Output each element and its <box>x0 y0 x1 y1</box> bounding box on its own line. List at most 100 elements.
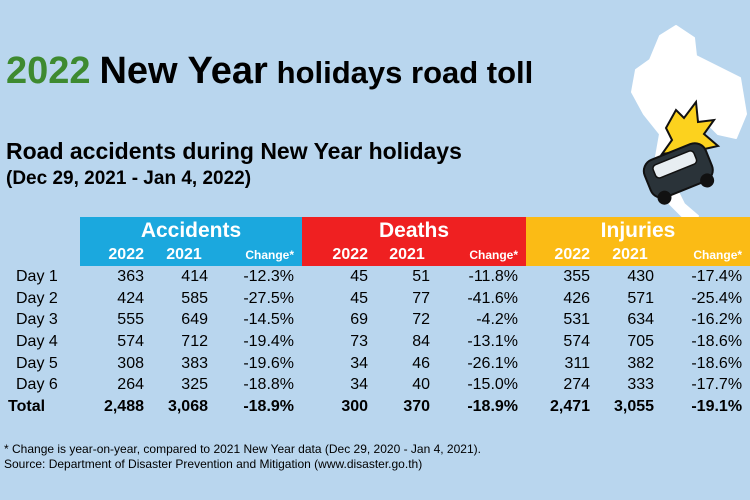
table-cell: 51 <box>412 267 431 285</box>
table-cell: -18.9% <box>243 397 295 415</box>
table-cell: 73 <box>350 332 369 350</box>
corner-cell <box>0 217 80 244</box>
table-cell: 363 <box>117 267 144 285</box>
row-label: Day 2 <box>16 289 58 307</box>
row-label: Day 3 <box>16 311 58 329</box>
page-title: 2022 New Year holidays road toll <box>6 52 533 90</box>
table-cell: 574 <box>563 332 591 350</box>
table-cell: 3,068 <box>167 397 208 415</box>
car-wheel-right <box>700 173 715 188</box>
table-cell: -15.0% <box>467 376 519 394</box>
table-row: Day 5 308 383 -19.6% 34 46 -26.1% 311 38… <box>0 353 750 375</box>
column-header: 2022 <box>526 244 599 266</box>
total-row: Total 2,488 3,068 -18.9% 300 370 -18.9% … <box>0 396 750 417</box>
car-wheel-left <box>657 190 672 205</box>
table-cell: 555 <box>117 311 144 329</box>
table-cell: 274 <box>563 376 591 394</box>
column-header: 2022 <box>302 244 377 266</box>
table-cell: 414 <box>181 267 208 285</box>
table-cell: 34 <box>350 354 369 372</box>
table-cell: -27.5% <box>243 289 295 307</box>
column-header: Change* <box>662 244 750 266</box>
table-cell: 649 <box>181 311 208 329</box>
table-cell: 45 <box>350 289 369 307</box>
column-header: Change* <box>438 244 527 266</box>
footnote-change-note: * Change is year-on-year, compared to 20… <box>4 442 481 456</box>
group-header-accidents: Accidents <box>80 217 303 244</box>
road-toll-table: Accidents Deaths Injuries 2022 2021 Chan… <box>0 217 750 417</box>
table-cell: 77 <box>412 289 431 307</box>
table-cell: -18.6% <box>691 332 743 350</box>
table-cell: 69 <box>350 311 369 329</box>
title-main: New Year <box>99 50 268 92</box>
table-cell: 382 <box>627 354 655 372</box>
table-cell: -16.2% <box>691 311 743 329</box>
corner-cell <box>0 244 80 266</box>
crashed-car-icon <box>642 99 721 205</box>
thailand-map-icon <box>631 25 747 221</box>
table-row: Day 6 264 325 -18.8% 34 40 -15.0% 274 33… <box>0 374 750 396</box>
table-cell: -14.5% <box>243 311 295 329</box>
car-window <box>652 150 698 179</box>
table-row: Day 2 424 585 -27.5% 45 77 -41.6% 426 57… <box>0 288 750 310</box>
column-header: 2022 <box>80 244 152 266</box>
footnote: * Change is year-on-year, compared to 20… <box>4 442 481 472</box>
table-cell: 72 <box>412 311 431 329</box>
table-cell: 264 <box>117 376 144 394</box>
table-cell: -18.8% <box>243 376 295 394</box>
table-cell: 634 <box>627 311 655 329</box>
table-cell: 712 <box>181 332 208 350</box>
table-cell: 45 <box>350 267 369 285</box>
table-cell: 333 <box>627 376 655 394</box>
table-cell: 531 <box>563 311 591 329</box>
table-cell: -26.1% <box>467 354 519 372</box>
table-cell: -19.4% <box>243 332 295 350</box>
column-header: 2021 <box>598 244 663 266</box>
table-cell: -25.4% <box>691 289 743 307</box>
row-label: Total <box>8 397 46 415</box>
table-cell: -17.7% <box>691 376 743 394</box>
column-header-row: 2022 2021 Change* 2022 2021 Change* 2022… <box>0 244 750 266</box>
table-cell: 585 <box>181 289 208 307</box>
table-cell: 424 <box>117 289 144 307</box>
table-cell: 84 <box>412 332 431 350</box>
table-cell: -18.9% <box>467 397 519 415</box>
footnote-source: Source: Department of Disaster Preventio… <box>4 457 423 471</box>
table-cell: -11.8% <box>468 267 519 285</box>
table-cell: -18.6% <box>691 354 743 372</box>
table-cell: 311 <box>564 354 591 372</box>
table-cell: -13.1% <box>467 332 519 350</box>
table-cell: 705 <box>627 332 655 350</box>
table-cell: 370 <box>403 397 431 415</box>
column-header: Change* <box>216 244 303 266</box>
table-cell: 325 <box>181 376 208 394</box>
row-label: Day 1 <box>16 267 58 285</box>
subtitle: Road accidents during New Year holidays <box>6 138 462 164</box>
row-label: Day 5 <box>16 354 58 372</box>
row-label: Day 4 <box>16 332 58 350</box>
table-cell: 2,471 <box>549 397 591 415</box>
table-cell: -19.6% <box>243 354 295 372</box>
table-cell: 574 <box>117 332 144 350</box>
table-cell: 2,488 <box>103 397 144 415</box>
table-cell: 34 <box>350 376 369 394</box>
table-cell: 430 <box>627 267 655 285</box>
table-cell: 300 <box>341 397 369 415</box>
row-label: Day 6 <box>16 376 58 394</box>
table-row: Day 3 555 649 -14.5% 69 72 -4.2% 531 634… <box>0 309 750 331</box>
date-range: (Dec 29, 2021 - Jan 4, 2022) <box>6 168 252 189</box>
group-header-row: Accidents Deaths Injuries <box>0 217 750 244</box>
title-year: 2022 <box>6 50 91 92</box>
table-cell: 355 <box>563 267 591 285</box>
table-cell: 571 <box>627 289 655 307</box>
table-cell: 426 <box>563 289 591 307</box>
column-header: 2021 <box>376 244 439 266</box>
group-header-injuries: Injuries <box>526 217 750 244</box>
table-cell: 3,055 <box>613 397 655 415</box>
table-row: Day 4 574 712 -19.4% 73 84 -13.1% 574 70… <box>0 331 750 353</box>
title-rest: holidays road toll <box>276 55 534 90</box>
column-header: 2021 <box>152 244 216 266</box>
table-row: Day 1 363 414 -12.3% 45 51 -11.8% 355 43… <box>0 266 750 288</box>
table-cell: 308 <box>117 354 144 372</box>
table-cell: -19.1% <box>691 397 743 415</box>
